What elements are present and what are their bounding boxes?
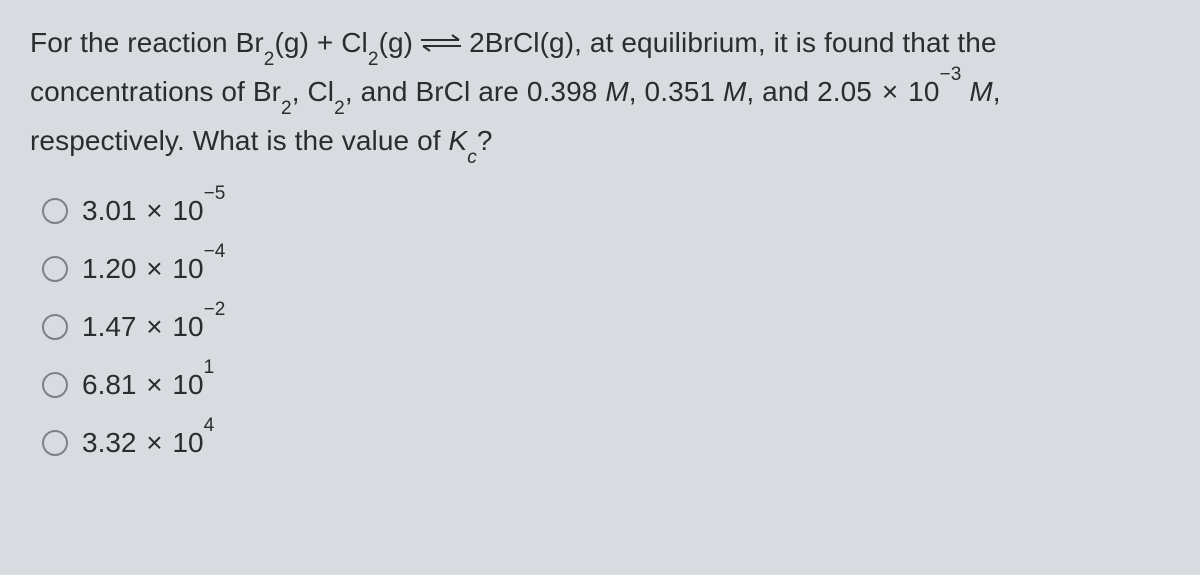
times-icon: × xyxy=(144,427,164,458)
ten: 10 xyxy=(165,253,204,284)
option-label: 3.01 × 10−5 xyxy=(82,197,225,225)
c: , and xyxy=(746,76,817,107)
product: 2BrCl(g) xyxy=(469,27,574,58)
exp: 1 xyxy=(204,357,215,378)
phase: (g) xyxy=(274,27,309,58)
conc-1: 0.398 xyxy=(527,76,605,107)
times-icon: × xyxy=(144,253,164,284)
sub: 2 xyxy=(368,49,379,70)
option-label: 3.32 × 104 xyxy=(82,429,214,457)
equilibrium-arrow-icon xyxy=(419,34,463,52)
unit-m: M xyxy=(723,76,746,107)
ten: 10 xyxy=(165,311,204,342)
reactant-b: Cl2(g) xyxy=(341,27,413,58)
exp: −5 xyxy=(204,183,226,204)
radio-icon[interactable] xyxy=(42,314,68,340)
txt: Cl xyxy=(307,76,334,107)
reactant-a: Br2(g) xyxy=(236,27,309,58)
unit-m: M xyxy=(969,76,992,107)
coeff: 2 xyxy=(469,27,485,58)
mant: 3.32 xyxy=(82,427,144,458)
qmark: ? xyxy=(477,125,493,156)
are: are xyxy=(470,76,527,107)
txt: Br xyxy=(236,27,264,58)
times-icon: × xyxy=(144,311,164,342)
sub: 2 xyxy=(264,49,275,70)
mant: 3.01 xyxy=(82,195,144,226)
q-prefix: For the reaction xyxy=(30,27,236,58)
conc-2: 0.351 xyxy=(645,76,723,107)
c: , xyxy=(292,76,308,107)
q-l2a: concentrations of xyxy=(30,76,253,107)
species-1: Br2 xyxy=(253,76,292,107)
k-symbol: K xyxy=(449,125,468,156)
txt: Cl xyxy=(341,27,368,58)
plus: + xyxy=(309,27,341,58)
mant: 6.81 xyxy=(82,369,144,400)
sub: 2 xyxy=(281,98,292,119)
times-icon: × xyxy=(144,369,164,400)
sub: 2 xyxy=(334,98,345,119)
answer-options: 3.01 × 10−5 1.20 × 10−4 1.47 × 10−2 6.81… xyxy=(30,197,1178,457)
option-label: 6.81 × 101 xyxy=(82,371,214,399)
option-row[interactable]: 1.20 × 10−4 xyxy=(42,255,1178,283)
txt: BrCl xyxy=(485,27,540,58)
exp: 4 xyxy=(204,415,215,436)
option-label: 1.47 × 10−2 xyxy=(82,313,225,341)
option-row[interactable]: 1.47 × 10−2 xyxy=(42,313,1178,341)
radio-icon[interactable] xyxy=(42,256,68,282)
ten: 10 xyxy=(165,427,204,458)
ten: 10 xyxy=(165,369,204,400)
times-icon: × xyxy=(880,76,900,107)
q-mid1: , at equilibrium, it is found that the xyxy=(574,27,996,58)
phase: (g) xyxy=(379,27,414,58)
exp: −4 xyxy=(204,241,226,262)
ten: 10 xyxy=(165,195,204,226)
c: , and xyxy=(345,76,416,107)
q-l3a: respectively. What is the value of xyxy=(30,125,449,156)
option-label: 1.20 × 10−4 xyxy=(82,255,225,283)
radio-icon[interactable] xyxy=(42,430,68,456)
txt: Br xyxy=(253,76,281,107)
phase: (g) xyxy=(540,27,575,58)
radio-icon[interactable] xyxy=(42,372,68,398)
option-row[interactable]: 3.32 × 104 xyxy=(42,429,1178,457)
conc-3-mant: 2.05 xyxy=(817,76,880,107)
times-icon: × xyxy=(144,195,164,226)
species-2: Cl2 xyxy=(307,76,344,107)
c: , xyxy=(629,76,645,107)
option-row[interactable]: 3.01 × 10−5 xyxy=(42,197,1178,225)
quiz-page: For the reaction Br2(g) + Cl2(g) 2BrCl(g… xyxy=(0,0,1200,575)
option-row[interactable]: 6.81 × 101 xyxy=(42,371,1178,399)
exp: −2 xyxy=(204,299,226,320)
species-3: BrCl xyxy=(415,76,470,107)
question-text: For the reaction Br2(g) + Cl2(g) 2BrCl(g… xyxy=(30,18,1178,165)
c: , xyxy=(993,76,1001,107)
ten: 10 xyxy=(900,76,939,107)
radio-icon[interactable] xyxy=(42,198,68,224)
unit-m: M xyxy=(605,76,628,107)
mant: 1.20 xyxy=(82,253,144,284)
k-sub: c xyxy=(467,147,477,168)
exp: −3 xyxy=(940,64,962,85)
mant: 1.47 xyxy=(82,311,144,342)
